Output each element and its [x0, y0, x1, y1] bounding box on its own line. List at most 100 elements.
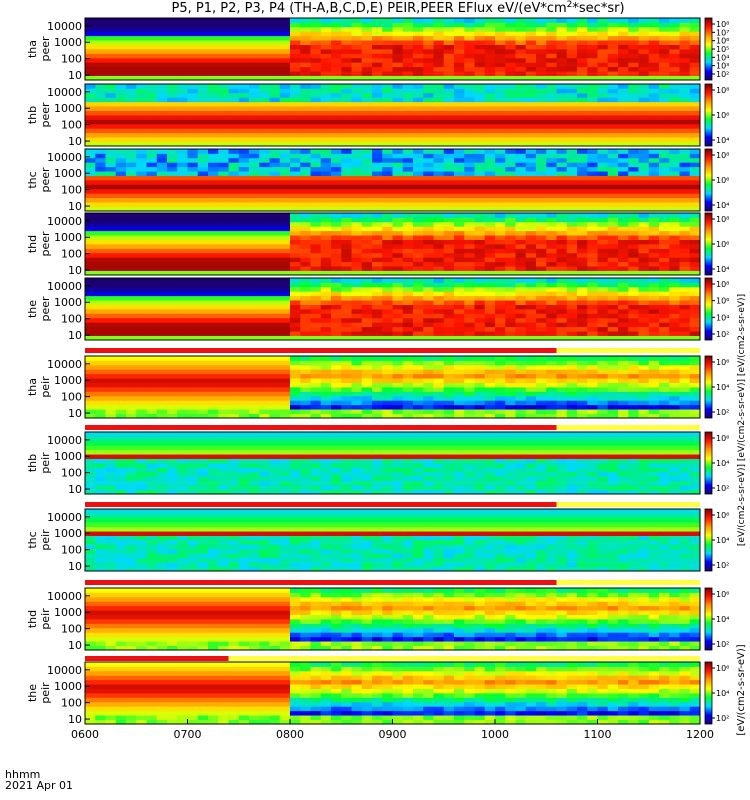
spectrogram-cell: [249, 166, 260, 172]
spectrogram-cell: [310, 137, 322, 142]
spectrogram-cell: [689, 313, 701, 319]
spectrogram-cell: [238, 257, 250, 263]
spectrogram-cell: [464, 197, 475, 203]
spectrogram-cell: [361, 217, 373, 223]
spectrogram-cell: [279, 364, 291, 370]
spectrogram-cell: [495, 395, 506, 401]
spectrogram-cell: [218, 66, 229, 72]
spectrogram-cell: [167, 217, 178, 223]
spectrogram-cell: [413, 128, 424, 134]
spectrogram-cell: [474, 184, 486, 190]
spectrogram-cell: [433, 304, 445, 310]
spectrogram-cell: [197, 230, 209, 236]
spectrogram-cell: [85, 282, 96, 288]
spectrogram-cell: [659, 295, 670, 301]
spectrogram-cell: [577, 57, 588, 63]
spectrogram-cell: [525, 295, 537, 301]
spectrogram-cell: [95, 26, 106, 32]
spectrogram-cell: [136, 97, 147, 103]
spectrogram-cell: [525, 213, 537, 218]
spectrogram-cell: [607, 313, 619, 319]
spectrogram-cell: [115, 331, 127, 336]
spectrogram-cell: [320, 137, 332, 142]
spectrogram-cell: [638, 49, 650, 54]
spectrogram-cell: [177, 291, 188, 297]
spectrogram-cell: [484, 53, 496, 59]
spectrogram-cell: [249, 101, 260, 107]
spectrogram-cell: [208, 239, 219, 245]
spectrogram-cell: [228, 270, 240, 276]
spectrogram-cell: [587, 326, 598, 332]
spectrogram-cell: [126, 57, 137, 63]
spectrogram-cell: [464, 252, 475, 258]
spectrogram-cell: [197, 166, 209, 172]
spectrogram-cell: [402, 413, 414, 419]
spectrogram-cell: [546, 132, 557, 138]
spectrogram-cell: [546, 180, 557, 185]
spectrogram-cell: [689, 106, 701, 111]
spectrogram-cell: [208, 101, 219, 107]
spectrogram-cell: [249, 71, 260, 76]
spectrogram-cell: [618, 226, 629, 232]
spectrogram-cell: [136, 26, 147, 32]
spectrogram-cell: [402, 62, 414, 68]
spectrogram-cell: [433, 300, 445, 305]
spectrogram-cell: [423, 309, 434, 314]
spectrogram-cell: [484, 137, 496, 142]
spectrogram-cell: [484, 175, 496, 181]
spectrogram-cell: [105, 132, 117, 138]
spectrogram-cell: [331, 35, 342, 41]
spectrogram-cell: [310, 364, 322, 370]
spectrogram-cell: [341, 202, 352, 207]
spectrogram-cell: [341, 97, 352, 103]
spectrogram-cell: [689, 197, 701, 203]
spectrogram-cell: [454, 171, 465, 176]
spectrogram-cell: [85, 128, 96, 134]
spectrogram-cell: [402, 239, 414, 245]
spectrogram-cell: [126, 175, 137, 181]
spectrogram-cell: [249, 313, 260, 319]
spectrogram-cell: [689, 171, 701, 176]
y-tick-label: 10000: [47, 215, 82, 228]
spectrogram-cell: [218, 97, 229, 103]
spectrogram-cell: [525, 171, 537, 176]
spectrogram-cell: [689, 44, 701, 50]
spectrogram-cell: [290, 153, 301, 159]
spectrogram-cell: [607, 101, 619, 107]
spectrogram-cell: [505, 66, 516, 72]
spectrogram-cell: [351, 217, 363, 223]
spectrogram-cell: [197, 360, 209, 366]
spectrogram-cell: [361, 317, 373, 323]
spectrogram-cell: [115, 110, 127, 116]
spectrogram-cell: [269, 291, 281, 297]
spectrogram-cell: [536, 66, 547, 72]
spectrogram-cell: [331, 313, 342, 319]
spectrogram-cell: [269, 226, 281, 232]
spectrogram-cell: [515, 395, 527, 401]
spectrogram-cell: [392, 282, 404, 288]
spectrogram-cell: [659, 57, 670, 63]
spectrogram-cell: [433, 153, 445, 159]
spectrogram-cell: [433, 309, 445, 314]
spectrogram-cell: [279, 322, 291, 328]
spectrogram-cell: [669, 309, 680, 314]
spectrogram-cell: [474, 62, 486, 68]
spectrogram-cell: [372, 40, 383, 45]
spectrogram-cell: [156, 221, 168, 227]
spectrogram-cell: [279, 44, 291, 50]
spectrogram-cell: [126, 235, 137, 240]
spectrogram-cell: [197, 404, 209, 410]
spectrogram-cell: [310, 356, 322, 361]
spectrogram-cell: [310, 360, 322, 366]
spectrogram-cell: [659, 239, 670, 245]
spectrogram-cell: [331, 206, 342, 212]
spectrogram-cell: [505, 57, 516, 63]
spectrogram-cell: [577, 188, 588, 194]
spectrogram-cell: [105, 387, 117, 392]
spectrogram-cell: [259, 184, 270, 190]
spectrogram-cell: [126, 71, 137, 76]
spectrogram-cell: [105, 286, 117, 292]
spectrogram-cell: [659, 110, 670, 116]
spectrogram-cell: [669, 166, 680, 172]
spectrogram-cell: [85, 57, 96, 63]
